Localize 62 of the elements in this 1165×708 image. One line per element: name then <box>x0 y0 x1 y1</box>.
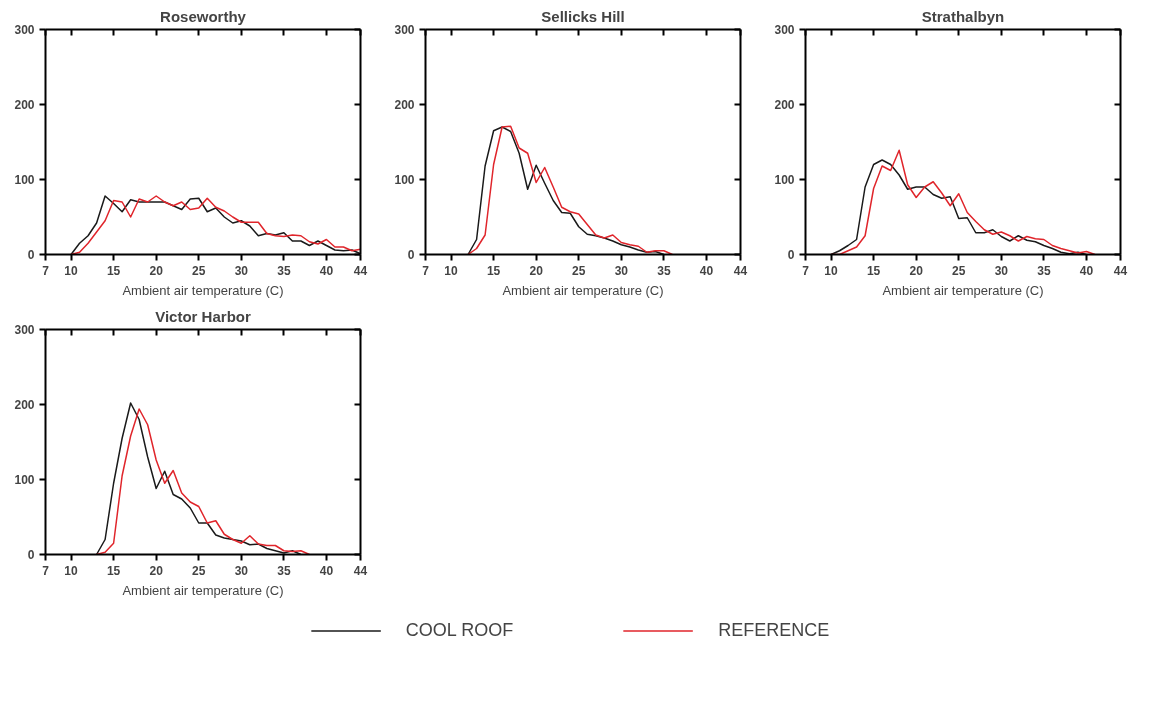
x-tick-label: 30 <box>614 263 629 278</box>
x-tick-label: 10 <box>824 263 839 278</box>
x-tick-label: 10 <box>64 563 79 578</box>
y-tick-label: 100 <box>774 173 795 187</box>
x-tick-label: 44 <box>1113 263 1128 278</box>
x-tick-label: 40 <box>319 563 334 578</box>
x-tick-label: 15 <box>486 263 501 278</box>
legend-label: REFERENCE <box>718 619 830 641</box>
x-tick-label: 7 <box>802 263 810 278</box>
y-tick-label: 200 <box>14 98 35 112</box>
y-tick-label: 200 <box>14 398 35 412</box>
x-tick-label: 35 <box>657 263 671 278</box>
y-tick-label: 0 <box>27 548 35 562</box>
y-tick-label: 300 <box>14 323 35 337</box>
legend-label: COOL ROOF <box>405 619 514 641</box>
chart-title: Strathalbyn <box>921 7 1005 25</box>
x-tick-label: 25 <box>192 263 206 278</box>
x-tick-label: 20 <box>149 263 164 278</box>
x-tick-label: 35 <box>277 563 291 578</box>
x-tick-label: 44 <box>353 563 368 578</box>
x-axis-title: Ambient air temperature (C) <box>122 282 284 298</box>
x-tick-label: 40 <box>319 263 334 278</box>
y-tick-label: 300 <box>14 23 35 37</box>
x-tick-label: 15 <box>106 263 121 278</box>
chart-title: Roseworthy <box>160 7 247 25</box>
x-tick-label: 40 <box>1079 263 1094 278</box>
x-axis-title: Ambient air temperature (C) <box>882 282 1044 298</box>
x-tick-label: 25 <box>572 263 586 278</box>
y-tick-label: 300 <box>394 23 415 37</box>
y-tick-label: 100 <box>394 173 415 187</box>
y-tick-label: 300 <box>774 23 795 37</box>
x-axis-title: Ambient air temperature (C) <box>502 282 664 298</box>
x-tick-label: 25 <box>192 563 206 578</box>
y-tick-label: 0 <box>27 248 35 262</box>
x-tick-label: 30 <box>234 263 249 278</box>
y-tick-label: 200 <box>774 98 795 112</box>
x-tick-label: 35 <box>277 263 291 278</box>
x-tick-label: 10 <box>444 263 459 278</box>
x-tick-label: 15 <box>106 563 121 578</box>
x-tick-label: 30 <box>994 263 1009 278</box>
x-axis-title: Ambient air temperature (C) <box>122 582 284 598</box>
x-tick-label: 20 <box>529 263 544 278</box>
x-tick-label: 7 <box>42 263 50 278</box>
x-tick-label: 44 <box>353 263 368 278</box>
x-tick-label: 15 <box>866 263 881 278</box>
y-tick-label: 100 <box>14 173 35 187</box>
x-tick-label: 10 <box>64 263 79 278</box>
x-tick-label: 20 <box>909 263 924 278</box>
chart-title: Victor Harbor <box>155 307 251 325</box>
y-tick-label: 200 <box>394 98 415 112</box>
y-tick-label: 0 <box>787 248 795 262</box>
x-tick-label: 7 <box>422 263 430 278</box>
x-tick-label: 30 <box>234 563 249 578</box>
x-tick-label: 25 <box>952 263 966 278</box>
chart-title: Sellicks Hill <box>541 7 625 25</box>
y-tick-label: 0 <box>407 248 415 262</box>
x-tick-label: 20 <box>149 563 164 578</box>
x-tick-label: 40 <box>699 263 714 278</box>
x-tick-label: 7 <box>42 563 50 578</box>
x-tick-label: 44 <box>733 263 748 278</box>
y-tick-label: 100 <box>14 473 35 487</box>
x-tick-label: 35 <box>1037 263 1051 278</box>
